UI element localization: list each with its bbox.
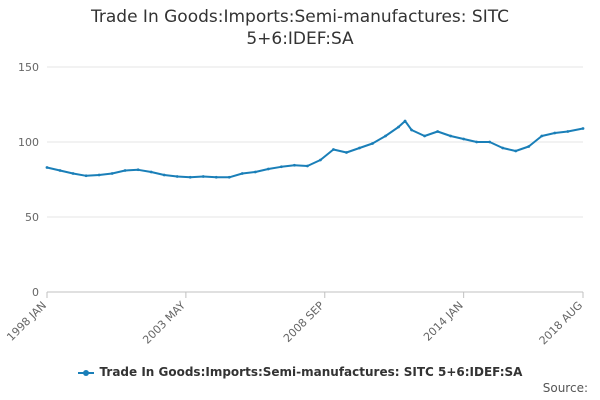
data-point-0-1 [58, 169, 62, 172]
data-point-0-36 [501, 146, 505, 150]
data-point-0-15 [240, 172, 244, 175]
data-point-0-31 [436, 130, 440, 133]
data-point-0-40 [553, 131, 557, 135]
data-point-0-28 [403, 119, 407, 123]
data-point-0-41 [566, 130, 570, 133]
data-point-0-17 [266, 167, 270, 171]
data-point-0-25 [371, 142, 374, 145]
data-point-0-26 [384, 134, 387, 138]
data-point-0-3 [84, 174, 88, 178]
legend-swatch [77, 369, 94, 376]
data-point-0-42 [581, 127, 585, 130]
data-point-0-5 [110, 172, 114, 175]
data-point-0-9 [162, 173, 166, 177]
data-point-0-34 [475, 140, 479, 144]
data-point-0-6 [123, 169, 127, 172]
y-tick-label-1: 50 [25, 211, 39, 224]
data-point-0-32 [449, 134, 453, 138]
chart-title-line-2: 5+6:IDEF:SA [246, 29, 354, 49]
data-point-0-12 [201, 175, 205, 178]
data-point-0-39 [540, 134, 544, 138]
data-point-0-22 [332, 148, 335, 151]
y-tick-label-3: 150 [18, 61, 39, 74]
data-point-0-11 [188, 175, 192, 179]
y-tick-label-2: 100 [18, 136, 39, 149]
data-point-0-20 [306, 164, 309, 168]
x-tick-label-1: 2003 MAY [140, 299, 188, 347]
data-point-0-19 [292, 163, 296, 167]
y-tick-label-0: 0 [32, 286, 39, 299]
chart-title: Trade In Goods:Imports:Semi-manufactures… [0, 6, 600, 50]
data-point-0-21 [319, 158, 322, 162]
data-point-0-8 [149, 170, 153, 174]
legend-label: Trade In Goods:Imports:Semi-manufactures… [99, 365, 523, 379]
data-point-0-24 [358, 146, 361, 150]
x-tick-label-3: 2014 JAN [421, 299, 466, 344]
data-point-0-0 [45, 166, 49, 169]
data-point-0-2 [71, 172, 75, 175]
data-point-0-14 [227, 175, 231, 179]
data-point-0-7 [136, 168, 140, 172]
data-point-0-37 [514, 149, 518, 153]
data-point-0-29 [410, 128, 413, 132]
source-label: Source: [542, 381, 588, 395]
data-point-0-13 [214, 175, 218, 179]
data-point-0-27 [397, 125, 400, 129]
data-point-0-35 [488, 140, 492, 144]
chart-title-line-1: Trade In Goods:Imports:Semi-manufactures… [90, 7, 509, 27]
legend[interactable]: Trade In Goods:Imports:Semi-manufactures… [0, 365, 600, 379]
x-tick-label-0: 1998 JAN [4, 299, 49, 344]
data-point-0-10 [175, 175, 179, 178]
data-point-0-30 [423, 134, 426, 138]
data-point-0-4 [97, 173, 101, 177]
data-point-0-38 [527, 145, 531, 148]
data-point-0-33 [462, 137, 466, 141]
data-point-0-18 [279, 165, 283, 169]
data-point-0-23 [345, 151, 348, 154]
x-tick-label-2: 2008 SEP [281, 299, 327, 345]
data-point-0-16 [253, 170, 257, 174]
x-tick-label-4: 2018 AUG [537, 299, 586, 348]
